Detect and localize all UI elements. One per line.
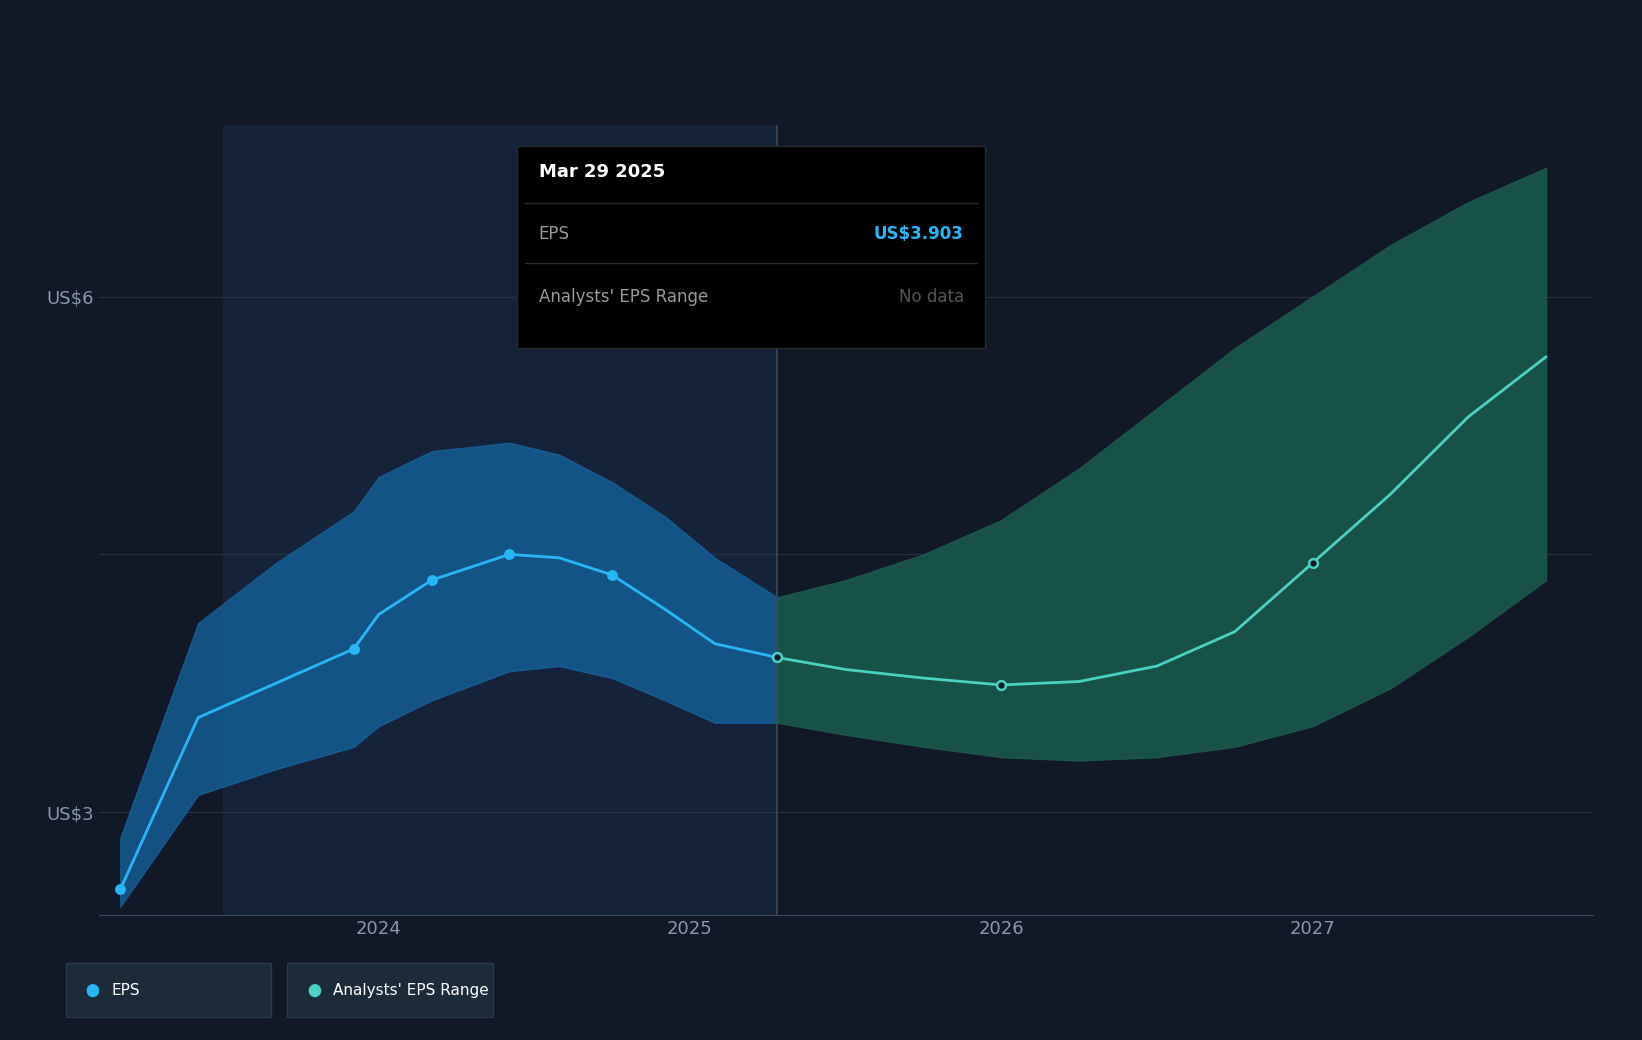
Text: EPS: EPS [112,983,140,997]
Point [599,567,626,583]
Point [107,881,133,898]
Point [764,649,790,666]
Text: Analysts' EPS Range: Analysts' EPS Range [539,288,708,306]
Point [988,677,1015,694]
Text: Mar 29 2025: Mar 29 2025 [539,163,665,181]
Point [340,641,366,657]
Point [1299,554,1325,571]
Point [419,572,445,589]
Text: EPS: EPS [539,226,570,243]
Bar [223,125,777,915]
Text: ⬤: ⬤ [85,984,100,996]
Text: Analysts' EPS Range: Analysts' EPS Range [333,983,489,997]
Point [496,546,522,563]
Text: ⬤: ⬤ [307,984,322,996]
Text: Actual: Actual [706,233,765,251]
Text: No data: No data [898,288,964,306]
Text: Analysts Forecasts: Analysts Forecasts [790,233,944,251]
Text: US$3.903: US$3.903 [874,226,964,243]
Point [764,649,790,666]
